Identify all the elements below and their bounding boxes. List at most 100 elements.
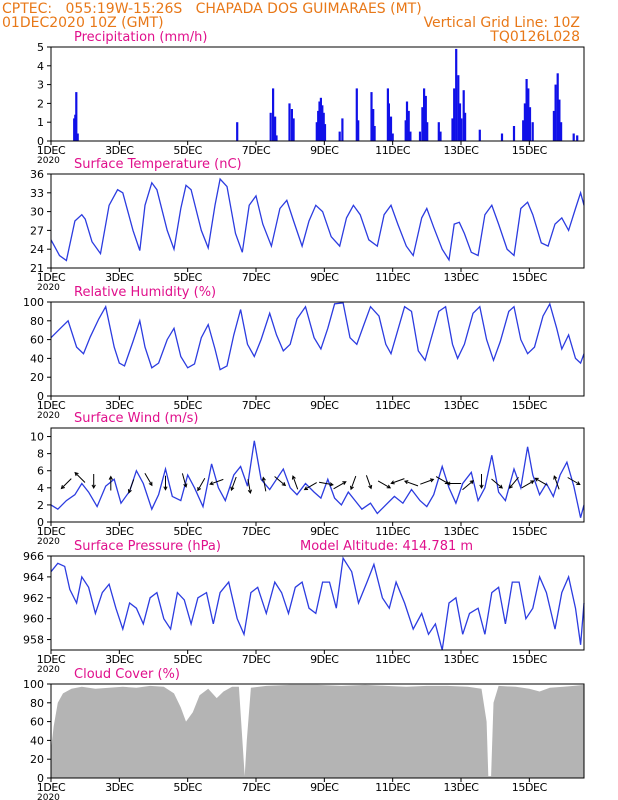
wind-arrow <box>479 474 484 490</box>
y-tick-label: 0 <box>37 772 44 785</box>
precip-bar <box>407 110 410 141</box>
x-tick-label: 3DEC <box>105 144 134 157</box>
x-tick-label: 1DEC <box>37 144 66 157</box>
precip-bar <box>500 133 504 141</box>
precip-bar <box>418 131 422 141</box>
panel-frame <box>50 173 585 269</box>
precip-bar <box>531 122 534 141</box>
precip-bar <box>321 105 324 141</box>
panel-frame <box>50 427 585 523</box>
x-tick-label: 5DEC <box>173 781 202 794</box>
panel-frame <box>50 683 585 779</box>
precip-bar <box>560 122 563 141</box>
wind-arrow <box>291 475 299 490</box>
x-tick-label: 11DEC <box>375 271 411 284</box>
wind-arrow <box>553 475 560 490</box>
x-tick-label: 13DEC <box>443 653 479 666</box>
precip-bar <box>274 116 277 141</box>
y-tick-label: 21 <box>30 262 44 275</box>
precip-bar <box>424 95 427 141</box>
x-year-label: 2020 <box>37 283 60 293</box>
precip-bar <box>338 131 341 141</box>
wind-arrow <box>491 478 503 489</box>
x-tick-label: 11DEC <box>375 653 411 666</box>
x-tick-label: 3DEC <box>105 399 134 412</box>
x-tick-label: 9DEC <box>310 399 339 412</box>
panel-title: Precipitation (mm/h) <box>74 30 207 45</box>
y-tick-label: 4 <box>37 482 44 495</box>
precip-bar <box>423 88 426 141</box>
header-run-time: 01DEC2020 10Z (GMT) <box>2 15 164 31</box>
x-tick-label: 13DEC <box>443 781 479 794</box>
precip-bar <box>556 73 559 141</box>
x-year-label: 2020 <box>37 537 60 547</box>
x-tick-label: 9DEC <box>310 525 339 538</box>
wind-arrow <box>319 481 334 487</box>
y-tick-label: 33 <box>30 187 44 200</box>
wind-arrow <box>365 475 373 490</box>
panel-title: Surface Temperature (nC) <box>74 157 242 172</box>
precip-bar <box>405 101 409 141</box>
x-tick-label: 15DEC <box>512 525 548 538</box>
y-tick-label: 60 <box>30 716 44 729</box>
precip-bar <box>272 88 275 141</box>
precip-bar <box>315 122 318 141</box>
precip-bar <box>439 131 442 141</box>
x-year-label: 2020 <box>37 411 60 421</box>
wind-arrow <box>108 475 113 491</box>
precip-bar <box>292 118 295 141</box>
wind-arrow <box>261 476 267 492</box>
x-tick-label: 13DEC <box>443 525 479 538</box>
cloud-area <box>51 684 584 778</box>
x-tick-label: 15DEC <box>512 271 548 284</box>
x-tick-label: 3DEC <box>105 781 134 794</box>
x-year-label: 2020 <box>37 793 60 800</box>
x-tick-label: 7DEC <box>242 144 271 157</box>
x-tick-label: 7DEC <box>242 781 271 794</box>
precip-bar <box>457 75 460 141</box>
wind-arrow <box>74 471 86 483</box>
wind-arrow <box>303 482 317 491</box>
x-tick-label: 1DEC <box>37 653 66 666</box>
x-tick-label: 5DEC <box>173 271 202 284</box>
panel-title: Surface Pressure (hPa) <box>74 539 221 554</box>
wind-arrow <box>462 480 475 491</box>
precip-bar <box>288 103 291 141</box>
x-tick-label: 7DEC <box>242 399 271 412</box>
precip-bar <box>437 122 440 141</box>
x-tick-label: 15DEC <box>512 399 548 412</box>
precip-bar <box>355 88 358 141</box>
wind-arrow <box>567 477 581 486</box>
precip-bar <box>576 135 579 141</box>
precip-bar <box>478 129 481 141</box>
y-tick-label: 4 <box>37 60 44 73</box>
panel-3: 0 20 40 60 80 100 1DEC 3DEC 5DEC 7DEC 9DEC 11DEC 13D… <box>23 285 585 421</box>
panel-6: 0 20 40 60 80 100 1DEC 3DEC 5DEC 7DEC 9DEC 11DEC 13D… <box>23 667 585 800</box>
precip-bar <box>464 112 467 141</box>
precip-bar <box>387 103 390 141</box>
wind-arrow <box>350 475 357 491</box>
wind-arrow <box>403 480 419 487</box>
model-altitude-label: Model Altitude: 414.781 m <box>300 539 473 554</box>
wind-arrow <box>209 478 224 486</box>
precip-bar <box>421 107 424 141</box>
wind-arrow <box>144 472 153 487</box>
precip-bar <box>391 133 394 141</box>
y-tick-label: 2 <box>37 97 44 110</box>
x-tick-label: 13DEC <box>443 399 479 412</box>
precip-bar <box>554 84 557 141</box>
x-tick-label: 15DEC <box>512 653 548 666</box>
y-tick-label: 40 <box>30 352 44 365</box>
wind-arrow <box>333 481 347 490</box>
wind-arrow <box>274 476 287 487</box>
panel-frame <box>50 301 585 397</box>
precip-bar <box>370 92 373 141</box>
y-tick-label: 0 <box>37 390 44 403</box>
x-tick-label: 3DEC <box>105 653 134 666</box>
x-tick-label: 1DEC <box>37 781 66 794</box>
y-tick-label: 80 <box>30 315 44 328</box>
x-tick-label: 3DEC <box>105 271 134 284</box>
x-year-label: 2020 <box>37 156 60 166</box>
y-tick-label: 100 <box>23 296 44 309</box>
